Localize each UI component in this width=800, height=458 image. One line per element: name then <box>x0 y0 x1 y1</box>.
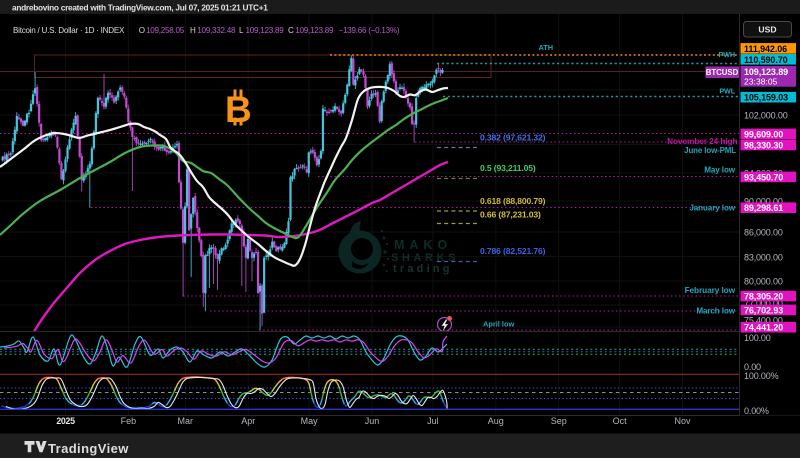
svg-text:June low-PML: June low-PML <box>684 146 736 155</box>
svg-text:93,450.70: 93,450.70 <box>744 172 783 182</box>
svg-text:99,609.00: 99,609.00 <box>744 129 783 139</box>
svg-text:BTCUSD: BTCUSD <box>706 68 739 77</box>
svg-text:Nov: Nov <box>674 416 691 426</box>
svg-text:Apr: Apr <box>241 416 255 426</box>
svg-text:May low: May low <box>704 165 736 174</box>
svg-text:0.5 (93,211.05): 0.5 (93,211.05) <box>480 163 536 173</box>
svg-text:109,123.89: 109,123.89 <box>246 26 285 35</box>
svg-text:0.66 (87,231.03): 0.66 (87,231.03) <box>480 210 541 220</box>
svg-text:C: C <box>288 26 294 35</box>
svg-text:PWL: PWL <box>719 87 735 96</box>
svg-text:−139.66 (−0.13%): −139.66 (−0.13%) <box>339 26 400 35</box>
svg-text:78,305.20: 78,305.20 <box>744 292 783 302</box>
svg-text:February low: February low <box>685 285 736 295</box>
svg-text:January low: January low <box>689 204 735 213</box>
svg-text:Aug: Aug <box>488 416 504 426</box>
svg-text:andrebovino created with Tradi: andrebovino created with TradingView.com… <box>12 3 268 13</box>
svg-text:100.00: 100.00 <box>744 333 771 343</box>
svg-text:110,590.70: 110,590.70 <box>744 55 788 65</box>
svg-text:PWH: PWH <box>719 50 735 59</box>
svg-text:102,000.00: 102,000.00 <box>744 110 788 120</box>
svg-text:0.00%: 0.00% <box>744 406 769 416</box>
svg-text:109,332.48: 109,332.48 <box>197 26 236 35</box>
svg-text:L: L <box>239 26 244 35</box>
svg-text:O: O <box>139 26 145 35</box>
svg-text:77,000.00: 77,000.00 <box>744 298 783 308</box>
svg-text:Jun: Jun <box>365 416 380 426</box>
svg-text:109,123.89: 109,123.89 <box>744 67 788 77</box>
svg-text:83,000.00: 83,000.00 <box>744 252 783 262</box>
svg-text:TradingView: TradingView <box>48 441 129 456</box>
svg-text:Bitcoin / U.S. Dollar · 1D · I: Bitcoin / U.S. Dollar · 1D · INDEX <box>13 26 125 35</box>
svg-text:89,298.61: 89,298.61 <box>744 203 783 213</box>
svg-text:80,000.00: 80,000.00 <box>744 276 783 286</box>
svg-text:0.00: 0.00 <box>744 362 761 372</box>
svg-text:May: May <box>301 416 319 426</box>
svg-text:trading: trading <box>393 263 453 275</box>
svg-text:86,000.00: 86,000.00 <box>744 227 783 237</box>
svg-text:76,702.93: 76,702.93 <box>744 305 783 315</box>
svg-text:100.00%: 100.00% <box>744 371 779 381</box>
svg-text:98,330.30: 98,330.30 <box>744 141 783 151</box>
svg-text:Oct: Oct <box>613 416 628 426</box>
svg-text:74,441.20: 74,441.20 <box>744 323 783 333</box>
svg-text:November 24 high: November 24 high <box>667 136 737 146</box>
svg-text:111,942.06: 111,942.06 <box>744 44 787 54</box>
svg-text:H: H <box>190 26 196 35</box>
svg-text:April low: April low <box>483 319 514 328</box>
svg-text:Feb: Feb <box>121 416 137 426</box>
svg-text:MAKO: MAKO <box>394 238 452 252</box>
svg-text:90,000.00: 90,000.00 <box>744 196 783 206</box>
svg-text:USD: USD <box>758 25 776 35</box>
svg-text:0.786 (82,521.76): 0.786 (82,521.76) <box>480 246 546 256</box>
svg-text:ATH: ATH <box>539 43 554 52</box>
svg-text:109,258.05: 109,258.05 <box>146 26 185 35</box>
svg-text:Mar: Mar <box>178 416 194 426</box>
svg-text:Sep: Sep <box>551 416 567 426</box>
svg-text:Jul: Jul <box>427 416 439 426</box>
svg-text:March low: March low <box>696 307 735 316</box>
svg-text:75,400.00: 75,400.00 <box>744 315 783 325</box>
svg-text:B: B <box>225 89 252 130</box>
svg-text:2025: 2025 <box>56 416 75 426</box>
svg-text:105,159.03: 105,159.03 <box>744 93 788 103</box>
svg-text:0.618 (88,800.79): 0.618 (88,800.79) <box>480 196 546 206</box>
svg-text:109,123.89: 109,123.89 <box>295 26 334 35</box>
svg-text:23:38:05: 23:38:05 <box>744 77 778 87</box>
svg-text:0.382 (97,621.32): 0.382 (97,621.32) <box>480 133 546 143</box>
